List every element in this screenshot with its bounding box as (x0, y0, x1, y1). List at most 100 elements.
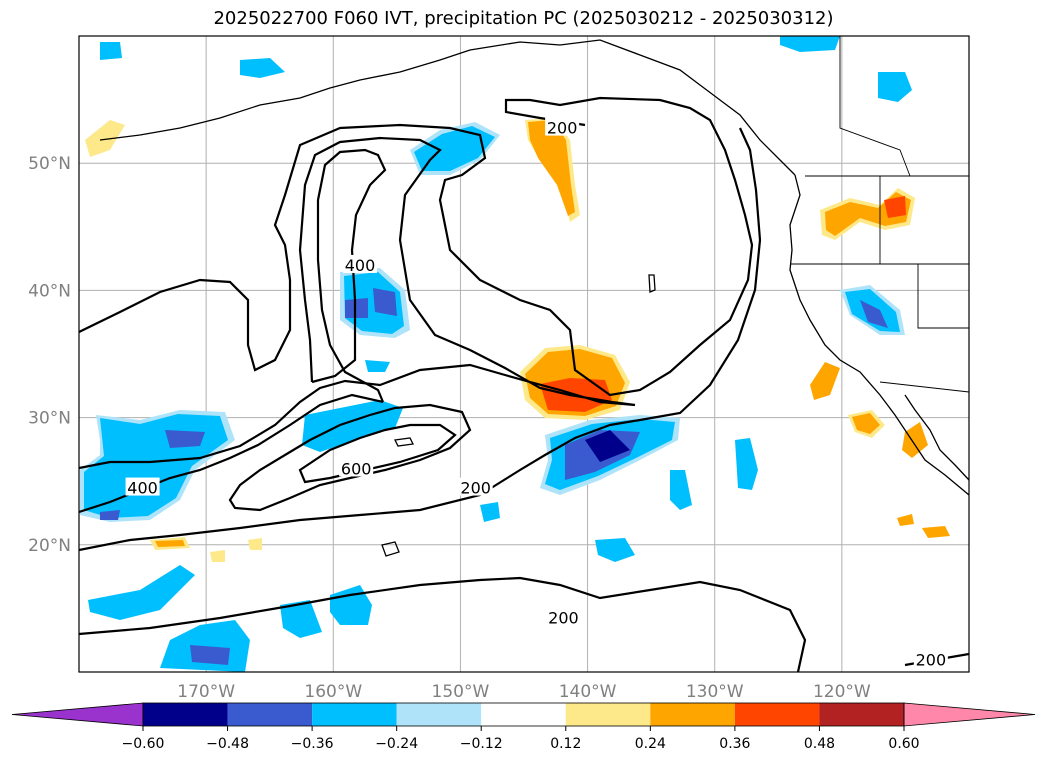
contour-label: 200 (547, 119, 578, 138)
precip-region-neg (160, 620, 250, 672)
contour-label-bg (125, 477, 160, 496)
border-state (917, 264, 969, 329)
colorbar-tick-label: 0.36 (719, 736, 750, 752)
coastline-west-coast (789, 174, 969, 496)
precip-region-neg (330, 585, 372, 625)
colorbar-tick-label: −0.60 (122, 736, 165, 752)
precip-region-neg (240, 58, 285, 78)
precip-region-pos (248, 538, 262, 550)
precip-region-pos (810, 362, 840, 400)
precip-region-pos (922, 526, 950, 538)
colorbar: −0.60 −0.48 −0.36 −0.24 −0.12 0.12 0.24 0.36 0.4… (11, 702, 1036, 752)
border-us-mexico (879, 381, 969, 393)
lat-tick-label: 30°N (28, 409, 71, 429)
lon-tick-label: 130°W (686, 682, 744, 702)
contour-label: 600 (341, 459, 372, 478)
coastline-hawaii (381, 541, 400, 557)
precip-region-neg (373, 288, 397, 316)
precip-region-pos (902, 422, 928, 458)
coastline-island (648, 274, 656, 293)
colorbar-box (734, 703, 820, 726)
ivt-contour-200 (79, 576, 807, 672)
ivt-contour-400 (79, 136, 636, 470)
contour-label: 400 (345, 256, 376, 275)
precip-region-neg (344, 272, 404, 334)
precip-region-neg (595, 538, 635, 562)
colorbar-box (819, 703, 904, 726)
colorbar-tick-label: 0.24 (635, 736, 666, 752)
precip-region-neg (190, 645, 230, 665)
lon-tick-label: 120°W (813, 682, 871, 702)
colorbar-frame (142, 702, 905, 727)
chart-title: 2025022700 F060 IVT, precipitation PC (2… (213, 8, 834, 29)
colorbar-box (227, 703, 313, 726)
contour-label: 200 (548, 608, 579, 627)
colorbar-tick-label: −0.12 (460, 736, 503, 752)
precip-region-neg (780, 36, 840, 52)
border-alaska (839, 36, 911, 177)
contour-labels: 200 400 400 600 200 200 200 (125, 117, 948, 669)
contour-label: 200 (916, 650, 947, 669)
ivt-contour-600 (298, 423, 457, 484)
lon-tick-label: 170°W (177, 682, 235, 702)
coastlines (99, 39, 969, 557)
lat-tick-label: 20°N (28, 536, 71, 556)
precip-region-neg (365, 360, 390, 372)
contour-label-bg (342, 254, 377, 273)
colorbar-extend-min (11, 702, 144, 727)
ivt-contour-600 (228, 403, 472, 512)
lon-tick-label: 160°W (304, 682, 362, 702)
colorbar-tick-label: −0.48 (206, 736, 249, 752)
contour-label-bg (913, 649, 948, 668)
precip-region-neg (878, 72, 912, 102)
axis-tick-labels: 20°N 30°N 40°N 50°N 170°W 160°W 150°W 140°W 130°… (28, 154, 871, 702)
colorbar-box (396, 703, 482, 726)
contour-label: 200 (460, 479, 491, 498)
ivt-contours (79, 96, 969, 672)
precip-region-pos (528, 120, 575, 216)
colorbar-tick-label: 0.48 (804, 736, 835, 752)
contour-label-bg (339, 458, 374, 477)
precip-region-neg (670, 470, 692, 510)
contour-label-bg (546, 607, 581, 626)
precip-region-neg (165, 430, 205, 448)
precip-region-pos (85, 120, 125, 157)
colorbar-tick-label: 0.12 (550, 736, 581, 752)
precip-region-neg (414, 126, 495, 171)
colorbar-box (143, 703, 228, 726)
precip-region-neg (480, 502, 500, 522)
contour-label-bg (458, 477, 493, 496)
precip-region-pos (852, 413, 880, 434)
ivt-contour-200 (79, 127, 762, 552)
precip-region-pos (155, 540, 185, 547)
coastline-baja (904, 394, 969, 481)
ivt-contour-200 (79, 96, 754, 397)
colorbar-extend-max (903, 702, 1036, 727)
ivt-contour-400 (311, 148, 387, 403)
precip-region-neg (860, 300, 888, 328)
coastline-alaska (99, 39, 796, 176)
colorbar-tick-label: −0.24 (375, 736, 418, 752)
colorbar-tick-label: −0.36 (291, 736, 334, 752)
political-borders (790, 36, 969, 393)
colorbar-box (565, 703, 651, 726)
precip-region-neg (100, 42, 122, 60)
precipitation-field (80, 36, 950, 672)
lon-tick-label: 140°W (559, 682, 617, 702)
precip-region-pos (897, 514, 914, 526)
precip-region-pos (884, 196, 906, 218)
lon-tick-label: 150°W (432, 682, 490, 702)
colorbar-box (650, 703, 735, 726)
colorbar-box (481, 703, 566, 726)
coastline-hawaii (394, 437, 414, 447)
precip-region-neg (100, 510, 120, 520)
precip-region-neg (735, 438, 758, 490)
map-frame (78, 35, 970, 673)
colorbar-tick-label: 0.60 (888, 736, 919, 752)
gridlines (79, 36, 969, 672)
precip-region-neg (345, 298, 368, 318)
lat-tick-label: 40°N (28, 281, 71, 301)
precip-region-pos (210, 550, 225, 562)
precip-region-neg (585, 430, 630, 462)
